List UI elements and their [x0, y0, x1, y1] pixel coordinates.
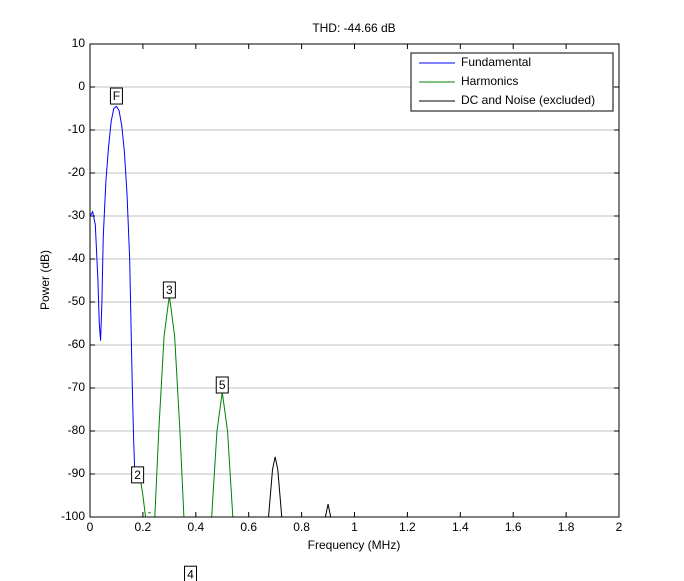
y-axis-label: Power (dB)	[38, 250, 52, 310]
series-line	[268, 456, 332, 517]
plot-lines	[90, 105, 332, 517]
series-line	[90, 105, 141, 484]
x-tick-label: 0.4	[187, 520, 204, 534]
legend-label: Harmonics	[461, 74, 518, 88]
axes-box	[89, 43, 620, 518]
x-tick-label: 1.6	[505, 520, 522, 534]
chart-title: THD: -44.66 dB	[312, 21, 395, 35]
annotation: 5	[219, 378, 226, 392]
y-tick-label: -10	[68, 122, 86, 136]
x-axis-label: Frequency (MHz)	[308, 538, 401, 552]
y-tick-label: -80	[68, 423, 86, 437]
y-tick-label: -70	[68, 380, 86, 394]
annotation: 3	[166, 283, 173, 297]
plot-area	[90, 44, 619, 517]
annotation: 2	[134, 468, 141, 482]
y-tick-label: 10	[72, 36, 86, 50]
legend-label: DC and Noise (excluded)	[461, 93, 595, 107]
x-tick-label: 0.2	[135, 520, 152, 534]
y-tick-label: -40	[68, 251, 86, 265]
annotation-box	[109, 87, 123, 105]
x-tick-label: 1.4	[452, 520, 469, 534]
x-tick-label: 0	[87, 520, 94, 534]
x-tick-label: 1.2	[399, 520, 416, 534]
x-tick-label: 0.6	[240, 520, 257, 534]
y-tick-label: -30	[68, 208, 86, 222]
annotation: 4	[187, 567, 194, 581]
y-tick-label: -20	[68, 165, 86, 179]
x-tick-label: 0.8	[293, 520, 310, 534]
x-tick-label: 2	[616, 520, 623, 534]
series-line	[139, 295, 234, 517]
y-tick-label: -50	[68, 294, 86, 308]
annotation-box	[162, 281, 176, 299]
annotation-box	[131, 466, 145, 484]
annotation: F	[113, 89, 120, 103]
x-tick-label: 1.8	[558, 520, 575, 534]
y-tick-label: -90	[68, 466, 86, 480]
y-tick-label: -100	[61, 509, 85, 523]
y-tick-label: -60	[68, 337, 86, 351]
y-tick-label: 0	[78, 79, 85, 93]
x-tick-label: 1	[351, 520, 358, 534]
annotation-box	[215, 376, 229, 394]
annotation-box	[184, 565, 198, 581]
legend-label: Fundamental	[461, 55, 531, 69]
